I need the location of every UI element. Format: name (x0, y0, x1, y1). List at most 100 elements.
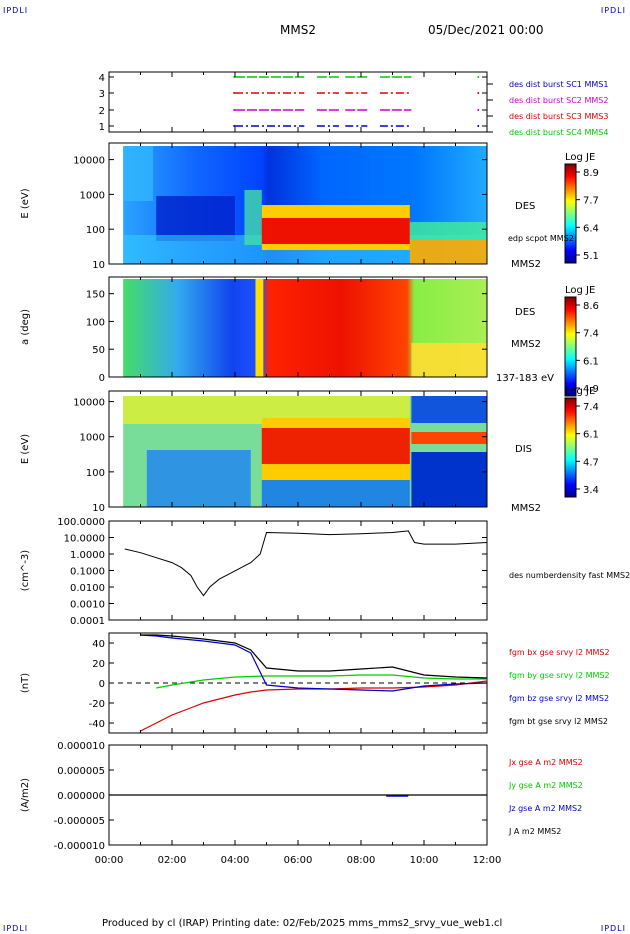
dis-energy-patch (411, 452, 487, 507)
burst-mark (233, 76, 235, 78)
colorbar-tick-label: 8.6 (583, 301, 599, 312)
magnetic-series-label: fgm by gse srvy l2 MMS2 (509, 671, 610, 680)
colorbar-tick-label: 7.4 (583, 329, 599, 340)
magnetic-series-line (140, 634, 488, 679)
corner-label-bottom-left: IPDLI (3, 924, 29, 933)
y-tick-label: 0.000005 (57, 766, 105, 777)
y-tick-label: 0.0100 (70, 583, 105, 594)
y-tick-label: -0.000005 (54, 816, 105, 827)
colorbar (564, 296, 577, 397)
corner-label-top-right: IPDLI (600, 6, 626, 15)
dis-energy-band-post (411, 432, 487, 444)
y-tick-label: -40 (89, 719, 105, 730)
burst-mark (233, 92, 235, 94)
y-axis-label: E (eV) (20, 188, 31, 218)
burst-mark (477, 109, 480, 111)
panel-side-label: MMS2 (511, 259, 541, 270)
y-tick-label: 100 (86, 468, 105, 479)
colorbar-title: Log JE (565, 285, 595, 296)
y-tick-label: 0 (99, 373, 105, 384)
panel-side-label: edp scpot MMS2 (508, 234, 574, 243)
y-tick-label: 1000 (80, 433, 105, 444)
y-axis-label: (A/m2) (20, 778, 31, 812)
colorbar-tick-label: 6.4 (583, 223, 599, 234)
magnetic-series-line (140, 680, 488, 732)
current-series-label: Jx gse A m2 MMS2 (508, 758, 583, 767)
colorbar-tick-label: 4.7 (583, 457, 599, 468)
current-series-label: Jz gse A m2 MMS2 (508, 804, 582, 813)
magnetic-series-label: fgm bx gse srvy l2 MMS2 (509, 648, 610, 657)
corner-label-top-left: IPDLI (3, 6, 29, 15)
y-tick-label: 10.0000 (64, 534, 105, 545)
y-tick-label: 40 (92, 639, 105, 650)
colorbar-tick-label: 5.1 (583, 251, 599, 262)
y-tick-label: 100 (86, 225, 105, 236)
des-energy-patch (156, 196, 235, 241)
y-axis-label: a (deg) (20, 309, 31, 345)
colorbar-tick-label: 3.4 (583, 485, 599, 496)
colorbar-tick-label: 6.1 (583, 356, 599, 367)
colorbar-tick-label: 4.9 (583, 384, 599, 395)
des-energy-patch (123, 146, 154, 201)
burst-legend-label: des dist burst SC2 MMS2 (509, 96, 608, 105)
y-tick-label: 1000 (80, 190, 105, 201)
y-tick-label: 4 (99, 73, 105, 84)
x-tick-label: 02:00 (158, 855, 187, 866)
des-energy-patch (409, 240, 487, 264)
y-tick-label: 1.0000 (70, 550, 105, 561)
x-tick-label: 12:00 (473, 855, 502, 866)
des-energy-patch (409, 222, 487, 240)
colorbar-title: Log JE (565, 152, 595, 163)
colorbar-tick-label: 7.7 (583, 196, 599, 207)
footer-credit: Produced by cl (IRAP) Printing date: 02/… (102, 918, 503, 929)
burst-legend-label: des dist burst SC1 MMS1 (509, 80, 608, 89)
dis-energy-patch (146, 450, 251, 507)
density-series-label: des numberdensity fast MMS2 (509, 571, 630, 580)
density-series-line (124, 530, 488, 597)
panel-frame (108, 71, 488, 133)
panel-side-label: MMS2 (511, 339, 541, 350)
y-tick-label: 0.1000 (70, 567, 105, 578)
spacecraft-title: MMS2 (280, 23, 316, 37)
y-tick-label: 2 (99, 106, 105, 117)
panel-side-label: 137-183 eV (496, 373, 554, 384)
magnetic-series-label: fgm bt gse srvy l2 MMS2 (509, 717, 608, 726)
y-tick-label: 0.0010 (70, 600, 105, 611)
corner-label-bottom-right: IPDLI (600, 924, 626, 933)
dis-energy-patch (411, 396, 487, 423)
y-tick-label: 0.000010 (57, 741, 105, 752)
y-tick-label: 50 (92, 345, 105, 356)
colorbar (564, 397, 577, 498)
burst-mark (233, 109, 235, 111)
panel-frame (108, 520, 488, 621)
x-tick-label: 00:00 (95, 855, 124, 866)
y-tick-label: 0 (99, 679, 105, 690)
magnetic-series-line (140, 634, 488, 692)
y-tick-label: 100 (86, 317, 105, 328)
colorbar (564, 163, 577, 264)
des-pitch-stripe (255, 279, 264, 377)
panel-side-label: DES (515, 307, 535, 318)
x-tick-label: 10:00 (410, 855, 439, 866)
colorbar-tick-label: 7.4 (583, 402, 599, 413)
y-tick-label: 10 (92, 503, 105, 514)
y-tick-label: 100.0000 (57, 517, 105, 528)
datetime-title: 05/Dec/2021 00:00 (428, 23, 544, 37)
des-energy-patch (244, 190, 262, 245)
y-axis-label: E (eV) (20, 434, 31, 464)
burst-mark (477, 92, 480, 94)
y-tick-label: 1 (99, 122, 105, 133)
burst-mark (477, 125, 480, 127)
y-tick-label: 10000 (73, 156, 105, 167)
y-tick-label: 10 (92, 260, 105, 271)
y-tick-label: 3 (99, 89, 105, 100)
magnetic-series-label: fgm bz gse srvy l2 MMS2 (509, 694, 609, 703)
y-tick-label: 20 (92, 659, 105, 670)
panel-side-label: DES (515, 201, 535, 212)
burst-legend-label: des dist burst SC4 MMS4 (509, 128, 608, 137)
burst-mark (477, 76, 480, 78)
y-tick-label: -0.000010 (54, 841, 105, 852)
magnetic-series-line (156, 674, 487, 689)
x-tick-label: 08:00 (347, 855, 376, 866)
